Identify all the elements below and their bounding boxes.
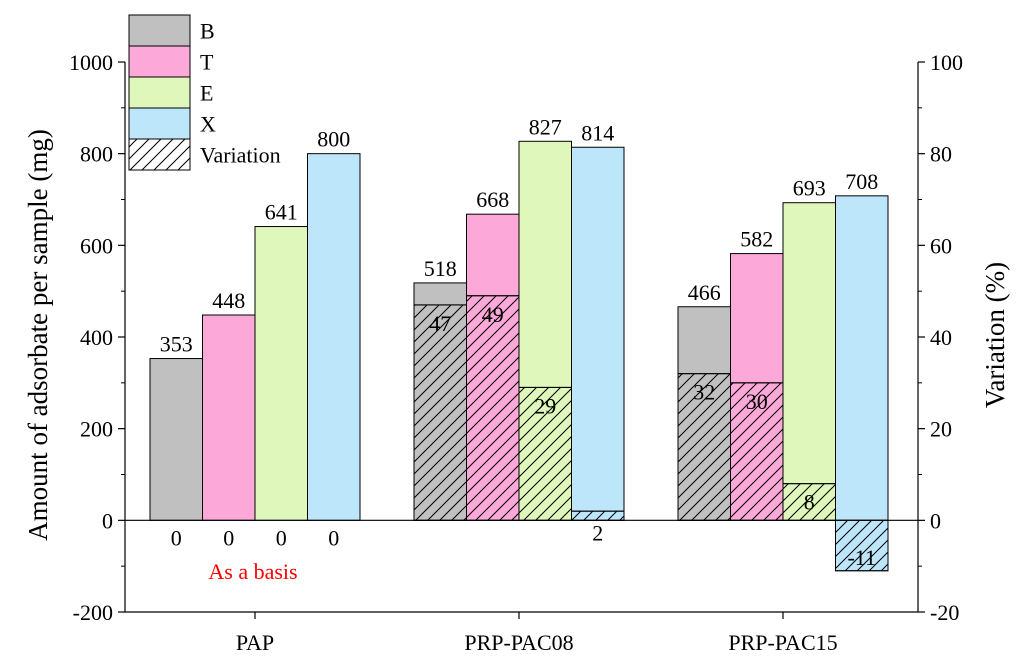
variation-label-e-prp-pac08: 29 [534,393,556,418]
y-tick-label-2: 200 [80,417,113,442]
variation-label-x-prp-pac08: 2 [592,520,603,545]
variation-label-x-pap: 0 [328,525,339,550]
x-tick-label-pap: PAP [236,630,274,655]
legend-label-e: E [200,81,213,106]
x-tick-label-prp-pac15: PRP-PAC15 [728,630,837,655]
value-label-t-prp-pac08: 668 [476,187,509,212]
variation-label-b-prp-pac08: 47 [429,311,451,336]
right-y-tick-label-3: 40 [930,325,952,350]
value-label-x-prp-pac15: 708 [845,169,878,194]
right-y-tick-label-4: 60 [930,233,952,258]
variation-bar-t-prp-pac15 [730,382,784,521]
right-y-axis-title: Variation (%) [980,262,1010,408]
variation-bar-t-prp-pac08 [466,295,520,521]
variation-label-t-prp-pac15: 30 [746,389,768,414]
variation-label-e-pap: 0 [276,525,287,550]
value-label-t-pap: 448 [212,288,245,313]
variation-bar-x-prp-pac15 [835,519,889,572]
value-label-b-prp-pac08: 518 [424,256,457,281]
legend-swatch-x [128,107,191,140]
bar-x-pap [307,153,361,521]
legend-label-x: X [200,112,216,137]
y-tick-label-1: 0 [102,508,113,533]
y-tick-label-5: 800 [80,142,113,167]
legend-swatch-t [128,45,191,78]
bar-t-pap [202,314,256,521]
value-label-e-prp-pac15: 693 [793,176,826,201]
variation-label-x-prp-pac15: -11 [847,545,876,570]
variation-bar-e-prp-pac15 [782,483,836,521]
value-label-e-prp-pac08: 827 [529,114,562,139]
value-label-e-pap: 641 [265,200,298,225]
value-label-b-pap: 353 [160,332,193,357]
variation-bar-b-prp-pac15 [677,373,731,521]
variation-label-b-pap: 0 [171,525,182,550]
variation-bar-b-prp-pac08 [413,304,467,521]
right-y-tick-label-6: 100 [930,50,963,75]
y-tick-label-3: 400 [80,325,113,350]
variation-bar-x-prp-pac08 [571,510,625,521]
variation-label-t-pap: 0 [223,525,234,550]
y-axis-title: Amount of adsorbate per sample (mg) [23,129,53,541]
x-tick-label-prp-pac08: PRP-PAC08 [464,630,573,655]
as-a-basis-annotation: As a basis [208,559,297,584]
legend-swatch-e [128,76,191,109]
variation-label-e-prp-pac15: 8 [804,490,815,515]
value-label-x-pap: 800 [317,127,350,152]
legend-label-variation: Variation [200,143,281,168]
value-label-t-prp-pac15: 582 [740,227,773,252]
right-y-tick-label-1: 0 [930,508,941,533]
y-tick-label-0: -200 [73,600,113,625]
legend-label-t: T [200,50,214,75]
bar-e-pap [254,226,308,521]
right-y-tick-label-5: 80 [930,142,952,167]
variation-label-t-prp-pac08: 49 [482,302,504,327]
bar-x-prp-pac15 [835,195,889,521]
legend-swatch-b [128,14,191,47]
y-tick-label-6: 1000 [69,50,113,75]
variation-label-b-prp-pac15: 32 [693,380,715,405]
legend-label-b: B [200,19,215,44]
legend-swatch-variation [128,138,191,171]
bar-x-prp-pac08 [571,146,625,521]
y-tick-label-4: 600 [80,233,113,258]
bar-e-prp-pac15 [782,202,836,521]
right-y-tick-label-2: 20 [930,417,952,442]
bar-b-pap [149,358,203,521]
right-y-tick-label-0: -20 [930,600,959,625]
value-label-b-prp-pac15: 466 [688,280,721,305]
value-label-x-prp-pac08: 814 [581,120,614,145]
